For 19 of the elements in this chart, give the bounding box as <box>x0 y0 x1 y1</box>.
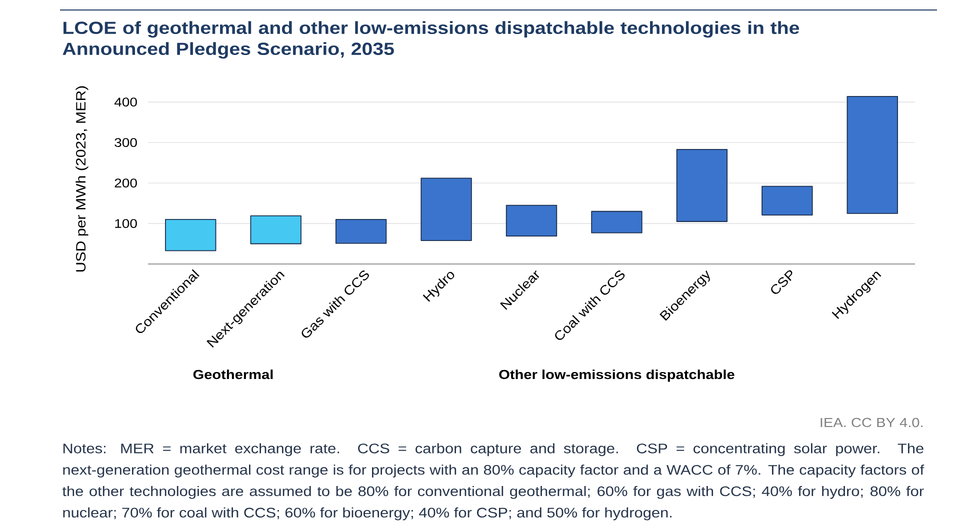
bar <box>420 178 472 241</box>
y-tick-label: 100 <box>115 219 137 228</box>
bar <box>676 149 728 222</box>
text: Other low-emissions dispatchable <box>499 370 734 382</box>
y-tick-label: 200 <box>114 178 137 188</box>
bar <box>762 186 813 216</box>
y-axis-title: USD per MWh (2023, MER) <box>76 86 88 272</box>
bar <box>591 210 642 234</box>
chart-title: LCOE of geothermal and other low-emissions dispatchable technologies in the Announced Pledges Scenario, 2035 <box>62 21 800 59</box>
bar <box>846 96 898 214</box>
bar <box>250 215 302 244</box>
bar <box>335 219 387 244</box>
bar <box>165 219 216 252</box>
bar <box>506 204 558 237</box>
text: IEA. CC BY 4.0. <box>820 418 922 428</box>
text: Notes: MER = market exchange rate. CCS = carbon capture and storage. CSP = concentrating solar power. The next-generation geothermal cost range is for projects with an 80% capacity factor and a WACC of 7%. The capacity factors of the other technologies are assumed to be 80% for conventional geothermal; 60% for gas with CCS; 40% for hydro; 80% for nuclear; 70% for coal with CCS; 60% for bioenergy; 40% for CSP; and 50% for hydrogen. <box>62 443 924 520</box>
y-tick-label: 300 <box>114 138 137 147</box>
y-tick-label: 400 <box>114 98 137 107</box>
text: Geothermal <box>193 370 273 380</box>
